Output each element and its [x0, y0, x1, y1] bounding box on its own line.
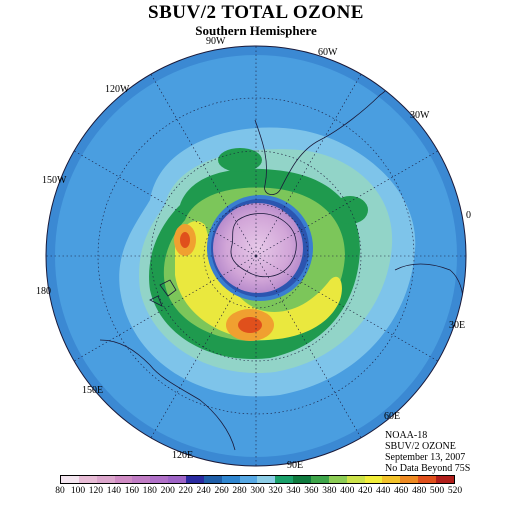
- ozone-patch-north: [218, 148, 262, 172]
- color-scale-tick-label: 100: [70, 486, 86, 496]
- color-scale-tick-label: 120: [88, 486, 104, 496]
- color-swatch: [328, 476, 347, 483]
- ozone-field: [46, 46, 466, 466]
- lon-label-180: 180: [36, 286, 51, 297]
- color-swatch: [257, 476, 276, 483]
- color-scale-tick-label: 80: [55, 486, 65, 496]
- date-label: September 13, 2007: [385, 452, 466, 463]
- lon-label-120w: 120W: [105, 84, 130, 95]
- color-swatch: [168, 476, 187, 483]
- meridian-line: [255, 255, 362, 439]
- color-swatch: [436, 476, 454, 483]
- color-scale-tick-label: 240: [196, 486, 211, 496]
- lon-label-150e: 150E: [82, 385, 104, 396]
- south-america-coastline: [254, 59, 398, 195]
- color-scale-tick-label: 340: [286, 486, 301, 496]
- map-title: SBUV/2 TOTAL OZONE: [148, 2, 364, 23]
- lon-label-30w: 30W: [410, 110, 430, 121]
- color-swatch: [418, 476, 437, 483]
- meridian-line: [73, 150, 257, 257]
- color-scale-tick-label: 420: [358, 486, 373, 496]
- color-swatch: [186, 476, 204, 483]
- new-zealand-coastline: [149, 279, 177, 307]
- meridian-line: [255, 73, 362, 257]
- color-scale-tick-label: 520: [447, 486, 463, 496]
- color-scale-tick-label: 200: [160, 486, 175, 496]
- color-scale-tick-label: 500: [429, 486, 445, 496]
- color-swatch: [239, 476, 258, 483]
- color-swatch: [78, 476, 97, 483]
- lon-label-60w: 60W: [318, 47, 338, 58]
- color-swatch: [346, 476, 365, 483]
- graticule-meridians: [46, 46, 466, 466]
- ozone-patch-northeast: [332, 196, 368, 224]
- color-scale-tick-label: 260: [214, 486, 229, 496]
- color-swatch: [61, 476, 79, 483]
- color-scale-tick-label: 320: [268, 486, 283, 496]
- color-swatch: [132, 476, 151, 483]
- australia-coastline: [99, 339, 236, 451]
- color-scale-tick-label: 220: [178, 486, 193, 496]
- color-scale-tick-label: 360: [304, 486, 319, 496]
- color-scale-tick-label: 480: [411, 486, 427, 496]
- map-subtitle: Southern Hemisphere: [195, 23, 317, 38]
- color-swatch: [114, 476, 133, 483]
- lon-label-90w: 90W: [206, 36, 226, 47]
- color-swatch: [364, 476, 383, 483]
- lon-label-60e: 60E: [384, 411, 401, 422]
- color-scale-tick-label: 300: [250, 486, 265, 496]
- color-swatch: [293, 476, 312, 483]
- antarctica-coastline: [230, 213, 297, 278]
- product-label: SBUV/2 OZONE: [385, 441, 456, 452]
- color-swatch: [400, 476, 419, 483]
- color-swatch: [150, 476, 169, 483]
- meridian-line: [150, 73, 257, 257]
- color-swatch: [311, 476, 329, 483]
- satellite-label: NOAA-18: [385, 430, 428, 441]
- color-swatch: [203, 476, 222, 483]
- lon-label-150w: 150W: [42, 175, 67, 186]
- map-border: [45, 45, 467, 467]
- meridian-line: [255, 150, 439, 257]
- ozone-hole: [213, 203, 303, 293]
- lon-label-90e: 90E: [287, 460, 304, 471]
- lon-label-120e: 120E: [172, 450, 194, 461]
- color-scale-tick-label: 460: [394, 486, 409, 496]
- coverage-note: No Data Beyond 75S: [385, 463, 471, 474]
- color-scale-tick-label: 440: [376, 486, 391, 496]
- meridian-line: [255, 255, 439, 362]
- color-scale-tick-label: 180: [142, 486, 157, 496]
- color-scale-tick-label: 160: [124, 486, 139, 496]
- color-swatch: [96, 476, 115, 483]
- color-swatch: [382, 476, 401, 483]
- color-scale-ticks: 80 100 120 140 160 180 200 220 240 260 280 300 320 34…: [50, 486, 465, 498]
- color-scale-tick-label: 400: [340, 486, 355, 496]
- color-scale-tick-label: 140: [106, 486, 121, 496]
- lon-label-30e: 30E: [449, 320, 466, 331]
- lon-label-0: 0: [466, 210, 471, 221]
- color-swatch: [275, 476, 294, 483]
- yellow-crescent: [175, 221, 342, 340]
- color-scale-tick-label: 380: [322, 486, 337, 496]
- meridian-line: [150, 255, 257, 439]
- color-swatch: [221, 476, 240, 483]
- color-scale-bar: [60, 475, 455, 484]
- info-block: NOAA-18 SBUV/2 OZONE September 13, 2007 …: [385, 430, 470, 474]
- meridian-line: [73, 255, 257, 362]
- color-scale-tick-label: 280: [232, 486, 247, 496]
